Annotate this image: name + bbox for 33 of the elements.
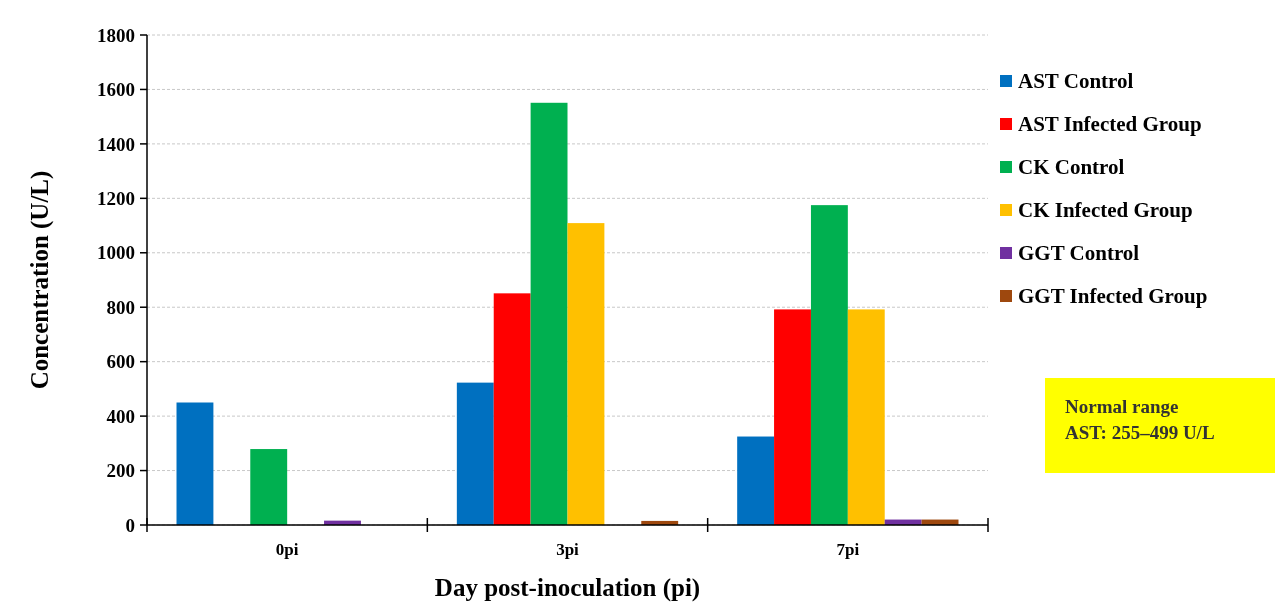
bar [737,436,775,525]
y-tick-label: 1000 [97,242,135,264]
y-tick-label: 200 [106,460,135,482]
bar [456,382,494,525]
bar [493,293,531,525]
y-tick-label: 1600 [97,79,135,101]
legend-label: AST Infected Group [1018,112,1202,137]
bar [530,102,568,525]
y-tick-label: 400 [106,405,135,427]
y-tick-label: 800 [106,296,135,318]
text: Normal range [1065,396,1179,417]
legend-label: GGT Control [1018,241,1140,266]
y-tick-label: 1400 [97,133,135,155]
x-tick-label: 0pi [275,540,299,559]
x-tick-label: 3pi [556,540,580,559]
x-tick-label: 7pi [836,540,860,559]
y-tick-label: 0 [125,514,135,536]
legend-label: CK Control [1018,155,1125,180]
bar [810,205,848,525]
y-tick-label: 600 [106,351,135,373]
legend-label: GGT Infected Group [1018,284,1208,309]
bar [847,309,885,525]
y-tick-label: 1200 [97,187,135,209]
legend-label: AST Control [1018,69,1134,94]
bar [567,223,605,525]
bar [250,449,288,525]
y-axis-title: Concentration (U/L) [26,170,54,390]
text: AST: 255–499 U/L [1065,422,1215,443]
bar [176,402,214,525]
legend-label: CK Infected Group [1018,198,1193,223]
bar [774,309,811,525]
y-tick-label: 1800 [97,24,135,46]
x-axis-title: Day post-inoculation (pi) [434,574,701,602]
